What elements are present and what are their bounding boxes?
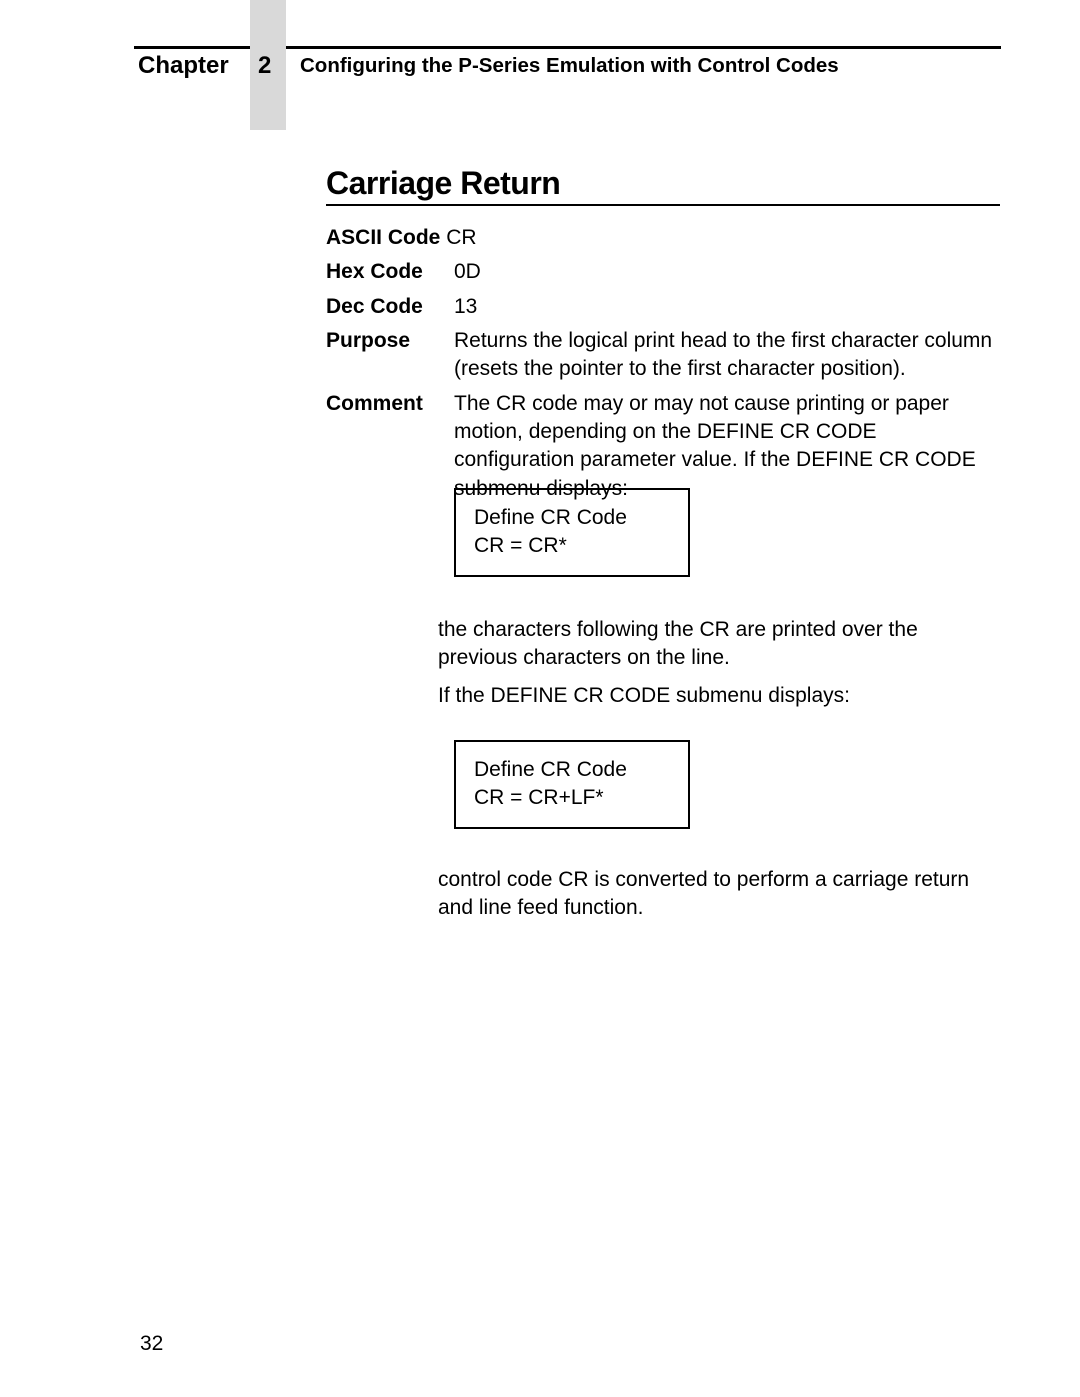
definition-list: ASCII Code CR Hex Code 0D Dec Code 13 Pu… <box>326 224 1000 509</box>
paragraph-before-box2: If the DEFINE CR CODE submenu displays: <box>438 682 998 710</box>
def-label-dec: Dec Code <box>326 293 454 321</box>
section-heading: Carriage Return <box>326 165 560 202</box>
def-label-comment: Comment <box>326 390 454 503</box>
def-row-dec: Dec Code 13 <box>326 293 1000 321</box>
paragraph-after-box2: control code CR is converted to perform … <box>438 866 998 923</box>
def-label-ascii: ASCII Code CR <box>326 224 477 252</box>
def-row-hex: Hex Code 0D <box>326 258 1000 286</box>
def-label-hex: Hex Code <box>326 258 454 286</box>
chapter-label: Chapter <box>138 52 229 80</box>
chapter-title: Configuring the P-Series Emulation with … <box>300 54 839 78</box>
def-value-dec: 13 <box>454 293 1000 321</box>
chapter-number: 2 <box>258 52 271 80</box>
menu-box2-line1: Define CR Code <box>474 756 670 784</box>
menu-box-cr-eq-crlf: Define CR Code CR = CR+LF* <box>454 740 690 829</box>
def-row-ascii: ASCII Code CR <box>326 224 1000 252</box>
menu-box1-line2: CR = CR* <box>474 532 670 560</box>
section-rule <box>326 204 1000 206</box>
def-value-hex: 0D <box>454 258 1000 286</box>
page-number: 32 <box>140 1332 163 1356</box>
header-rule-left <box>134 46 250 49</box>
def-value-purpose: Returns the logical print head to the fi… <box>454 327 1000 384</box>
def-value-comment: The CR code may or may not cause printin… <box>454 390 1000 503</box>
def-value-ascii: CR <box>446 226 476 249</box>
page: Chapter 2 Configuring the P-Series Emula… <box>0 0 1080 1397</box>
def-label-purpose: Purpose <box>326 327 454 384</box>
paragraph-after-box1: the characters following the CR are prin… <box>438 616 998 673</box>
menu-box2-line2: CR = CR+LF* <box>474 784 670 812</box>
menu-box1-line1: Define CR Code <box>474 504 670 532</box>
menu-box-cr-eq-cr: Define CR Code CR = CR* <box>454 488 690 577</box>
def-row-purpose: Purpose Returns the logical print head t… <box>326 327 1000 384</box>
header-rule-right <box>286 46 1001 49</box>
def-row-comment: Comment The CR code may or may not cause… <box>326 390 1000 503</box>
